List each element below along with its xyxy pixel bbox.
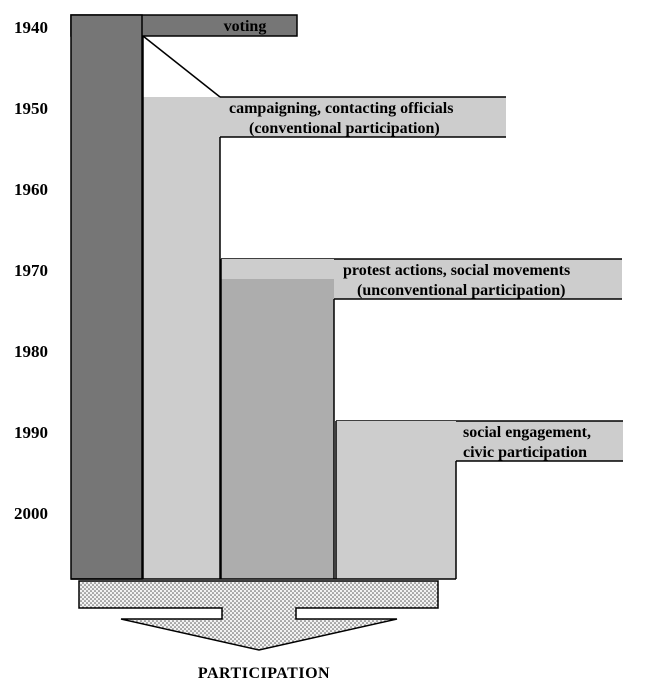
civic-label-line2: civic participation (463, 444, 587, 461)
civic-label-line1: social engagement, (463, 424, 591, 441)
year-label: 2000 (14, 504, 48, 523)
year-label: 1970 (14, 261, 48, 280)
civic-band: social engagement, civic participation (335, 420, 623, 579)
unconventional-label-line1: protest actions, social movements (343, 262, 570, 279)
voting-band: voting (70, 14, 298, 580)
unconventional-column (221, 279, 334, 579)
year-label: 1960 (14, 180, 48, 199)
conventional-column (143, 97, 220, 579)
conventional-band: campaigning, contacting officials (conve… (142, 35, 506, 579)
voting-join (72, 16, 141, 36)
conventional-label-line1: campaigning, contacting officials (229, 100, 453, 117)
year-label: 1990 (14, 423, 48, 442)
participation-arrow (78, 580, 439, 651)
conventional-label-line2: (conventional participation) (249, 120, 440, 137)
voting-label: voting (224, 18, 267, 35)
conventional-emergence-line (142, 35, 221, 98)
voting-column (70, 14, 143, 580)
year-label: 1950 (14, 99, 48, 118)
year-axis: 1940 1950 1960 1970 1980 1990 2000 (14, 18, 48, 523)
unconventional-band: protest actions, social movements (uncon… (220, 258, 622, 579)
civic-column (336, 421, 456, 579)
participation-label: PARTICIPATION (198, 665, 330, 682)
year-label: 1940 (14, 18, 48, 37)
year-label: 1980 (14, 342, 48, 361)
unconventional-label-line2: (unconventional participation) (357, 282, 565, 299)
